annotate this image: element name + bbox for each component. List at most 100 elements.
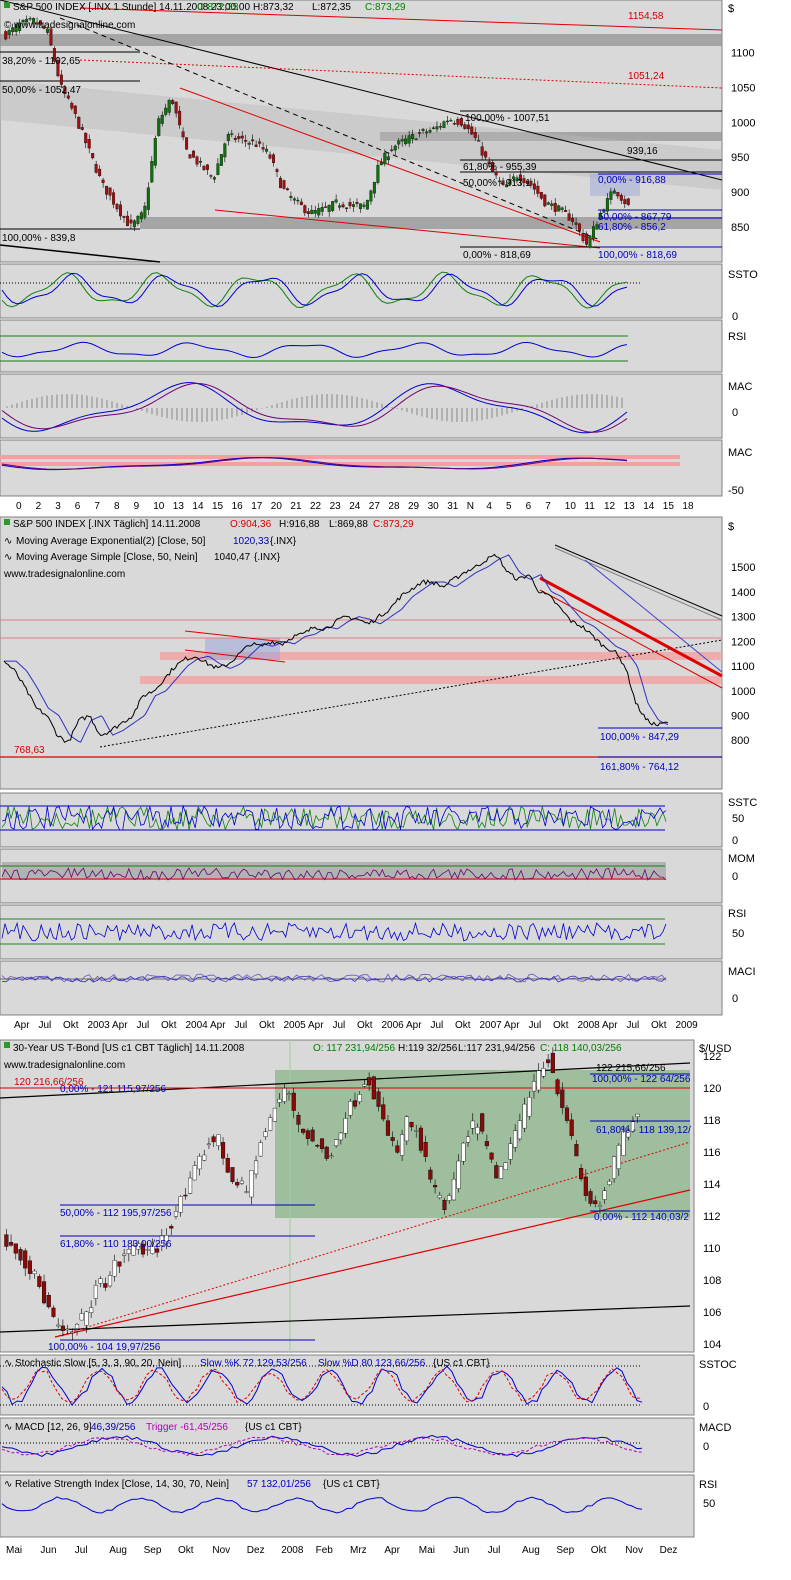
chart-3-y-tick: 114 xyxy=(703,1179,721,1191)
chart-1-x-axis: 0 2 3 6 7 8 9 10 13 14 15 16 17 20 21 22 23 24 27 28 29 30 31 N… xyxy=(16,501,694,512)
chart-1-candle xyxy=(529,180,533,186)
chart-3-candle xyxy=(126,1249,131,1254)
chart-2-close-line xyxy=(3,553,669,743)
chart-3-candle xyxy=(414,1130,419,1132)
chart-1-candle xyxy=(129,219,133,224)
chart-2-close: C:873,29 xyxy=(373,519,414,530)
chart-3-rsi-label: RSI xyxy=(699,1479,717,1491)
chart-1-candle xyxy=(327,204,331,212)
chart-2-annotations: 768,63 100,00% - 847,29 161,80% - 764,12 xyxy=(14,732,679,773)
chart-1-x-tick: 13 xyxy=(173,501,185,512)
chart-3-source: www.tradesignalonline.com xyxy=(3,1060,125,1071)
chart-3-candle xyxy=(583,1176,588,1196)
chart-1-candle xyxy=(285,188,289,191)
chart-3-candle xyxy=(32,1270,37,1275)
chart-2-sstc-lines xyxy=(1,804,667,831)
chart-3-annotation: 122 215,66/256 xyxy=(596,1063,666,1074)
chart-1-candle xyxy=(612,190,616,194)
chart-1-candle xyxy=(543,194,547,207)
chart-2-x-tick: Apr xyxy=(406,1020,422,1031)
chart-3-candle xyxy=(343,1118,348,1134)
chart-1-candle xyxy=(18,22,22,31)
chart-1-candle xyxy=(125,215,129,227)
chart-1-candle xyxy=(185,137,189,150)
chart-1-toggle-icon[interactable] xyxy=(4,2,10,8)
chart-1-x-tick: 3 xyxy=(55,501,61,512)
chart-2-mom-line xyxy=(1,866,667,881)
chart-3-candle xyxy=(272,1107,277,1122)
chart-3-macd-name: MACD [12, 26, 9] xyxy=(15,1422,92,1433)
chart-2-band xyxy=(140,676,722,684)
chart-1-candle xyxy=(261,147,265,150)
chart-3-candle xyxy=(79,1313,84,1321)
chart-3-candle xyxy=(56,1324,61,1327)
chart-1-candle xyxy=(59,74,63,85)
chart-2-dotted-trend xyxy=(99,639,723,748)
chart-3-candle xyxy=(9,1242,14,1246)
chart-1-candle xyxy=(445,120,449,123)
chart-2-toggle-icon[interactable] xyxy=(4,519,10,525)
chart-2-sstc-line xyxy=(1,804,667,831)
chart-2-x-tick: Apr xyxy=(504,1020,520,1031)
chart-1-annotation: 1154,58 xyxy=(628,11,664,22)
chart-1-candle xyxy=(216,163,220,175)
chart-2-y-tick: 1100 xyxy=(731,661,755,673)
chart-1-candle xyxy=(119,204,122,217)
chart-1-x-tick: 5 xyxy=(506,501,512,512)
chart-3-toggle-icon[interactable] xyxy=(4,1042,10,1048)
chart-2-blue-trend xyxy=(584,559,723,673)
chart-1-x-tick: 27 xyxy=(369,501,381,512)
chart-1-low: L:872,35 xyxy=(312,2,351,13)
chart-1-candle xyxy=(386,156,390,161)
chart-3-annotation: 0,00% - 121 115,97/256 xyxy=(60,1084,166,1095)
chart-2-sstc-label: SSTC xyxy=(728,797,757,809)
chart-1-candle xyxy=(317,208,321,216)
chart-1-macd-panel xyxy=(0,373,723,439)
chart-1-candle xyxy=(487,161,491,164)
chart-1-candle xyxy=(362,204,366,207)
chart-1-candle xyxy=(108,187,112,196)
chart-3-candle xyxy=(239,1180,244,1184)
chart-2-x-tick: Apr xyxy=(308,1020,324,1031)
chart-3-candle xyxy=(65,1328,70,1331)
chart-3-candle xyxy=(546,1059,551,1064)
chart-3-green-box xyxy=(275,1070,690,1218)
chart-3-candle xyxy=(338,1132,343,1141)
chart-1-source: © www.tradesignalonline.com xyxy=(4,20,135,31)
chart-2-x-tick: 2007 xyxy=(480,1020,503,1031)
chart-3-candle xyxy=(98,1278,103,1284)
chart-1-annotation: 38,20% - 1102,65 xyxy=(2,56,81,67)
chart-3-candle xyxy=(381,1104,386,1120)
chart-1-candle xyxy=(289,196,293,198)
chart-3-candle xyxy=(352,1100,358,1107)
chart-1-candle xyxy=(376,165,380,183)
chart-2-y-axis: 1500 1400 1300 1200 1100 1000 900 800 xyxy=(731,562,755,747)
chart-2-x-tick: 2004 xyxy=(186,1020,209,1031)
chart-2-y-tick: 900 xyxy=(731,711,749,723)
chart-3-candle xyxy=(202,1154,207,1161)
chart-3-sstoc-label: SSTOC xyxy=(699,1359,737,1371)
chart-1-x-tick: 14 xyxy=(192,501,204,512)
chart-3-annotation: 100,00% - 104 19,97/256 xyxy=(48,1342,161,1353)
chart-2-source: www.tradesignalonline.com xyxy=(3,569,125,580)
chart-3-sstoc-legend: ∿ Stochastic Slow [5, 3, 3, 90, 20, Nein… xyxy=(4,1358,490,1369)
chart-3-candle xyxy=(564,1107,570,1121)
chart-1-candle xyxy=(452,122,456,125)
chart-3-x-tick: Apr xyxy=(384,1545,400,1556)
chart-3-macd-value: 46,39/256 xyxy=(91,1422,136,1433)
chart-3-candle xyxy=(93,1285,98,1299)
chart-1-annotation: 50,00% - 1052,47 xyxy=(2,85,81,96)
chart-2-band xyxy=(160,652,722,660)
chart-3-candle xyxy=(244,1191,249,1193)
chart-1-open: O:872,35 xyxy=(197,2,239,13)
chart-1-candle xyxy=(188,154,192,159)
chart-1-candle xyxy=(28,18,32,20)
chart-3-macd-line xyxy=(1,1434,643,1458)
chart-1-indicator-line xyxy=(1,341,628,359)
chart-2-x-tick: Okt xyxy=(455,1020,471,1031)
chart-3-y-tick: 116 xyxy=(703,1147,721,1159)
chart-1-candle xyxy=(87,139,91,149)
chart-1-red-line xyxy=(79,7,723,31)
chart-3-candle xyxy=(46,1295,51,1308)
chart-3-candle xyxy=(602,1190,607,1200)
